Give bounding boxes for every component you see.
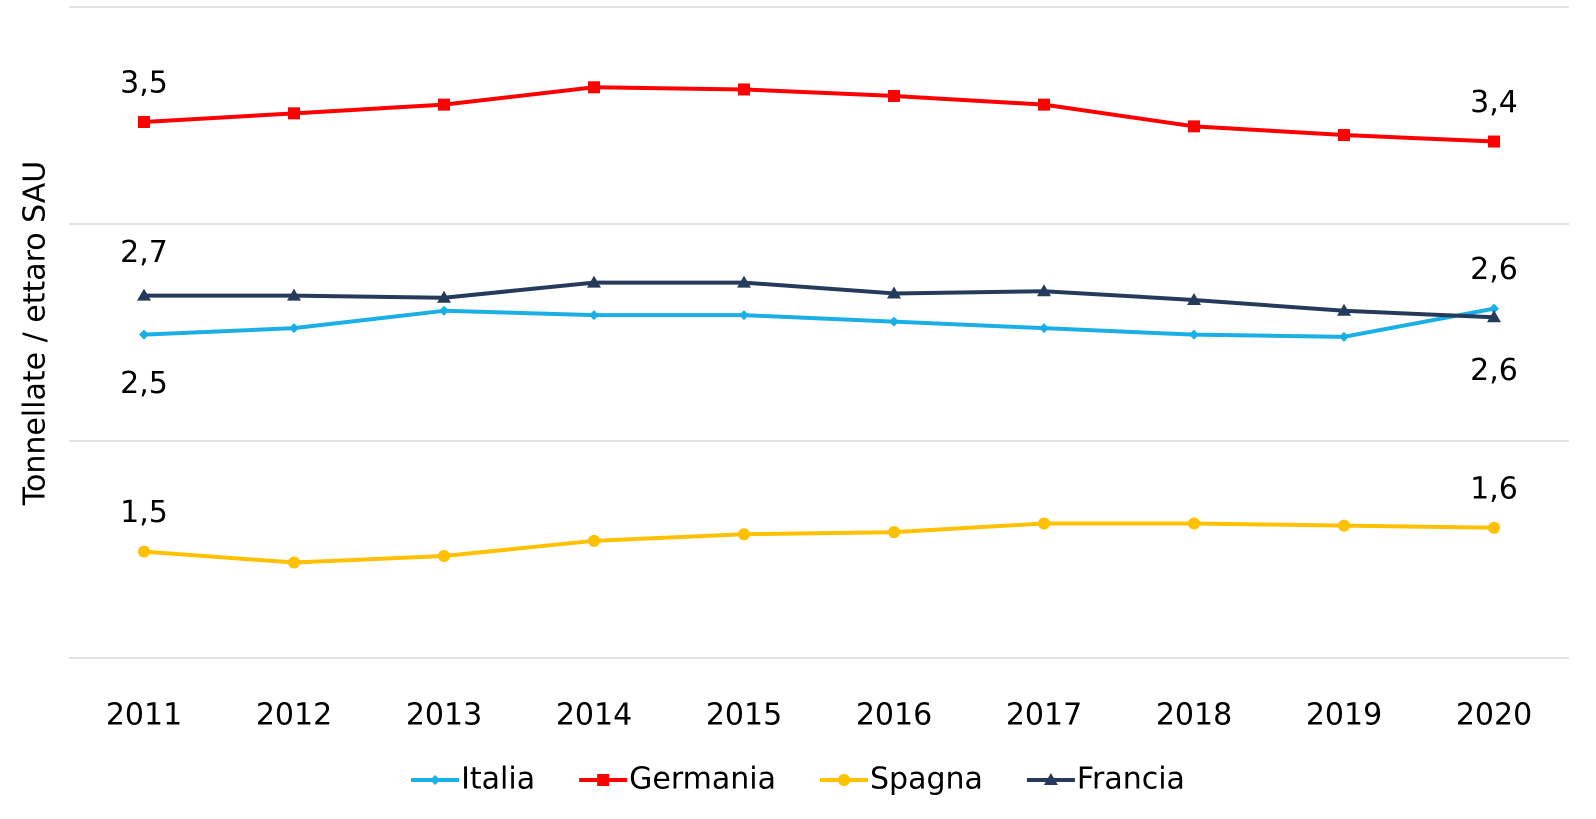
marker [287, 288, 301, 301]
marker [1188, 517, 1200, 530]
marker [1188, 120, 1200, 133]
line [143, 306, 1495, 339]
legend-item: Spagna [819, 762, 983, 797]
marker [138, 545, 150, 558]
marker [138, 116, 150, 129]
data-label: 3,5 [120, 66, 168, 101]
marker [1338, 129, 1350, 142]
line [143, 85, 1495, 144]
marker [438, 98, 450, 111]
marker [739, 310, 749, 321]
legend-label: Spagna [870, 762, 983, 797]
legend-item: Italia [411, 762, 535, 797]
marker [887, 286, 901, 299]
marker [1038, 98, 1050, 111]
x-tick-label: 2011 [106, 698, 182, 733]
marker [1039, 323, 1049, 334]
marker [737, 275, 751, 288]
marker [288, 107, 300, 120]
marker [1488, 135, 1500, 148]
marker [588, 534, 600, 547]
x-tick-label: 2012 [256, 698, 332, 733]
x-tick-label: 2019 [1306, 698, 1382, 733]
legend-label: Germania [629, 762, 776, 797]
data-label: 1,5 [120, 495, 168, 530]
data-label: 2,7 [120, 235, 168, 270]
x-tick-label: 2015 [706, 698, 782, 733]
marker [438, 550, 450, 563]
x-tick-label: 2017 [1006, 698, 1082, 733]
line [143, 521, 1495, 565]
marker [430, 775, 441, 785]
legend: Italia Germania Spagna Francia [411, 762, 1185, 797]
y-axis-label: Tonnellate / ettaro SAU [18, 161, 53, 507]
marker [1187, 292, 1201, 305]
x-tick-label: 2013 [406, 698, 482, 733]
marker [597, 774, 610, 786]
x-tick-label: 2018 [1156, 698, 1232, 733]
marker [589, 310, 599, 321]
marker [738, 83, 750, 96]
legend-item: Germania [579, 762, 776, 797]
marker [888, 526, 900, 539]
marker [137, 288, 151, 301]
marker [1337, 303, 1351, 316]
marker [1037, 284, 1051, 297]
x-tick-label: 2014 [556, 698, 632, 733]
legend-label: Italia [461, 762, 535, 797]
marker [738, 528, 750, 541]
marker [139, 329, 149, 340]
marker [1338, 519, 1350, 532]
marker [1189, 329, 1199, 340]
data-label: 2,6 [1470, 252, 1518, 287]
marker [1488, 521, 1500, 534]
data-label: 2,5 [120, 366, 168, 401]
marker [1489, 303, 1499, 314]
marker [588, 81, 600, 94]
marker [288, 556, 300, 569]
data-label: 3,4 [1470, 85, 1518, 120]
marker [437, 290, 451, 303]
marker [1339, 331, 1349, 342]
marker [1043, 773, 1058, 785]
data-label: 1,6 [1470, 471, 1518, 506]
legend-label: Francia [1077, 762, 1185, 797]
marker [439, 305, 449, 316]
data-label: 2,6 [1470, 353, 1518, 388]
marker [889, 316, 899, 327]
marker [888, 89, 900, 102]
line [144, 280, 1495, 320]
x-tick-label: 2020 [1456, 698, 1532, 733]
marker [289, 323, 299, 334]
marker [837, 774, 850, 786]
legend-item: Francia [1026, 762, 1185, 797]
marker [1487, 310, 1501, 323]
marker [1038, 517, 1050, 530]
marker [587, 275, 601, 288]
x-tick-label: 2016 [856, 698, 932, 733]
